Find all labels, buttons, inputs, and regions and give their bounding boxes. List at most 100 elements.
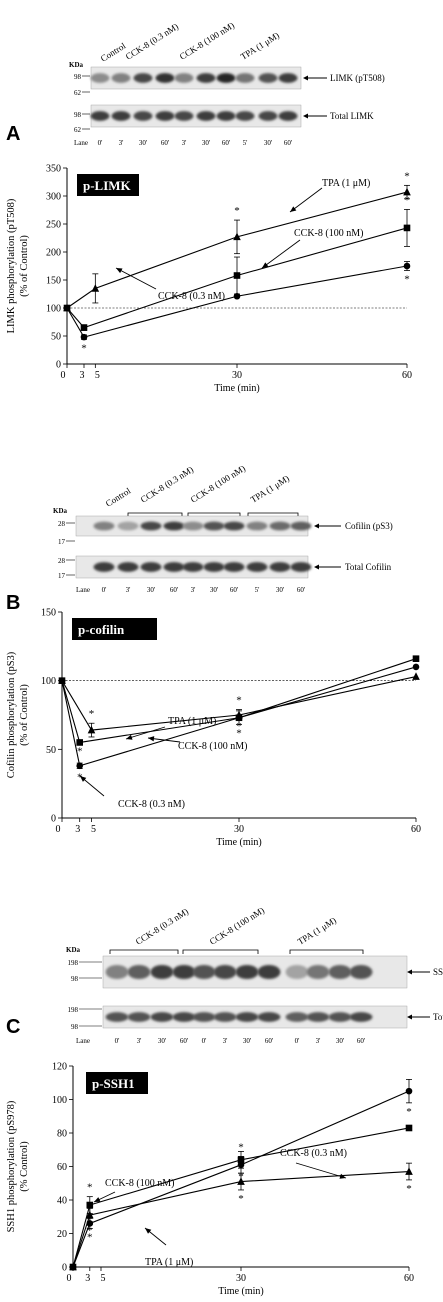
series-label-arrowhead <box>94 1197 101 1202</box>
series-line <box>61 658 417 744</box>
blot-label: Total SSH1 <box>433 1012 443 1022</box>
blot-band <box>258 73 278 83</box>
y-tick-label: 0 <box>51 814 56 825</box>
y-axis-label-2: (% of Control) <box>19 684 30 746</box>
data-point <box>405 1167 413 1175</box>
lane-time: 5' <box>255 586 260 594</box>
lane-time: 3' <box>126 586 131 594</box>
series-label: TPA (1 μM) <box>144 1227 193 1268</box>
group-label: CCK-8 (0.3 nM) <box>134 906 190 946</box>
series-label-arrow <box>261 239 301 269</box>
mw-marker: 198 <box>68 959 79 967</box>
lane-time: 0' <box>202 1037 207 1045</box>
significance-mark: * <box>404 170 410 182</box>
x-tick-label: 30 <box>236 1273 246 1284</box>
blot-band <box>150 964 174 980</box>
blot-band <box>133 111 153 121</box>
significance-mark: * <box>87 1225 93 1237</box>
group-label: CCK-8 (100 nM) <box>189 463 247 505</box>
blot-band <box>223 521 245 531</box>
chart-title-box <box>72 618 157 640</box>
series-label: TPA (1 μM) <box>125 716 216 740</box>
blot-band <box>192 964 216 980</box>
blot-band <box>196 73 216 83</box>
mw-marker: 28 <box>58 557 66 565</box>
blot-band <box>246 562 268 572</box>
panel-letter: C <box>6 1016 20 1038</box>
lane-time: 60' <box>284 139 292 147</box>
blot-band <box>111 73 131 83</box>
line-chart: 0 20 40 60 80 100 120 0 3 5 30 60 Time (min) SSH1 pho… <box>6 1062 414 1298</box>
blot-band <box>117 521 139 531</box>
series-label-text: CCK-8 (0.3 nM) <box>118 799 185 810</box>
line-chart: 0 50 100 150 200 250 300 350 0 3 5 30 60 Time (min) LI… <box>6 164 412 395</box>
group-bracket <box>289 949 364 954</box>
blot-band <box>203 521 225 531</box>
blot-band <box>90 73 110 83</box>
significance-mark: * <box>77 772 83 784</box>
blot-arrowhead <box>303 75 308 81</box>
group-bracket <box>109 949 179 954</box>
significance-mark: * <box>234 205 240 217</box>
series-label-arrowhead <box>262 262 269 268</box>
blot-band <box>216 111 236 121</box>
y-tick-label: 50 <box>46 745 56 756</box>
lane-time: 3' <box>316 1037 321 1045</box>
chart-title-box <box>77 174 139 196</box>
series-line <box>66 191 408 309</box>
series-label-arrow <box>295 1162 347 1179</box>
blot-band <box>269 562 291 572</box>
data-point <box>412 655 420 662</box>
series-label-arrowhead <box>126 734 133 740</box>
series-label-text: TPA (1 μM) <box>145 1257 193 1268</box>
blot-band <box>192 1012 216 1022</box>
y-tick-label: 250 <box>46 220 61 231</box>
series-line <box>61 676 417 731</box>
x-tick-label: 5 <box>101 1273 106 1284</box>
blot-band <box>172 1012 196 1022</box>
mw-marker: 98 <box>74 73 82 81</box>
group-label: CCK-8 (0.3 nM) <box>124 21 180 61</box>
y-axis-label: LIMK phosphorylation (pT508) <box>6 198 17 333</box>
chart-title: p-LIMK <box>83 178 132 193</box>
series-label-text: TPA (1 μM) <box>168 716 216 727</box>
blot-band <box>140 521 162 531</box>
lane-time: 60' <box>161 139 169 147</box>
blot-band <box>257 964 281 980</box>
series-label-arrowhead <box>80 776 87 782</box>
x-tick-label: 5 <box>95 370 100 381</box>
series-triangle: *** <box>69 1162 413 1271</box>
blot-band <box>117 562 139 572</box>
group-bracket <box>187 512 241 517</box>
blot-arrowhead <box>303 113 308 119</box>
data-point <box>63 304 71 312</box>
data-point <box>87 725 96 734</box>
lane-time: 0' <box>295 1037 300 1045</box>
series-label-arrow <box>125 726 166 740</box>
blot-band <box>127 1012 151 1022</box>
lane-time: 30' <box>202 139 210 147</box>
x-tick-label: 3 <box>85 1273 90 1284</box>
group-label: Control <box>99 40 128 63</box>
chart-title: p-SSH1 <box>92 1076 135 1091</box>
blot-arrowhead <box>314 564 319 570</box>
y-tick-label: 150 <box>41 608 56 619</box>
y-axis-label: SSH1 phosphorylation (pS978) <box>6 1100 17 1232</box>
data-point <box>80 333 88 341</box>
group-label: TPA (1 μM) <box>239 30 281 62</box>
significance-mark: * <box>238 1193 244 1205</box>
lane-time: 3' <box>119 139 124 147</box>
blot-band <box>105 964 129 980</box>
blot-band <box>269 521 291 531</box>
y-tick-label: 50 <box>51 332 61 343</box>
blot-band <box>172 964 196 980</box>
group-label: Control <box>104 485 133 508</box>
blot-band <box>235 1012 259 1022</box>
mw-marker: 62 <box>74 126 82 134</box>
data-point <box>233 232 241 241</box>
significance-mark: * <box>81 342 87 354</box>
data-point <box>91 284 100 292</box>
